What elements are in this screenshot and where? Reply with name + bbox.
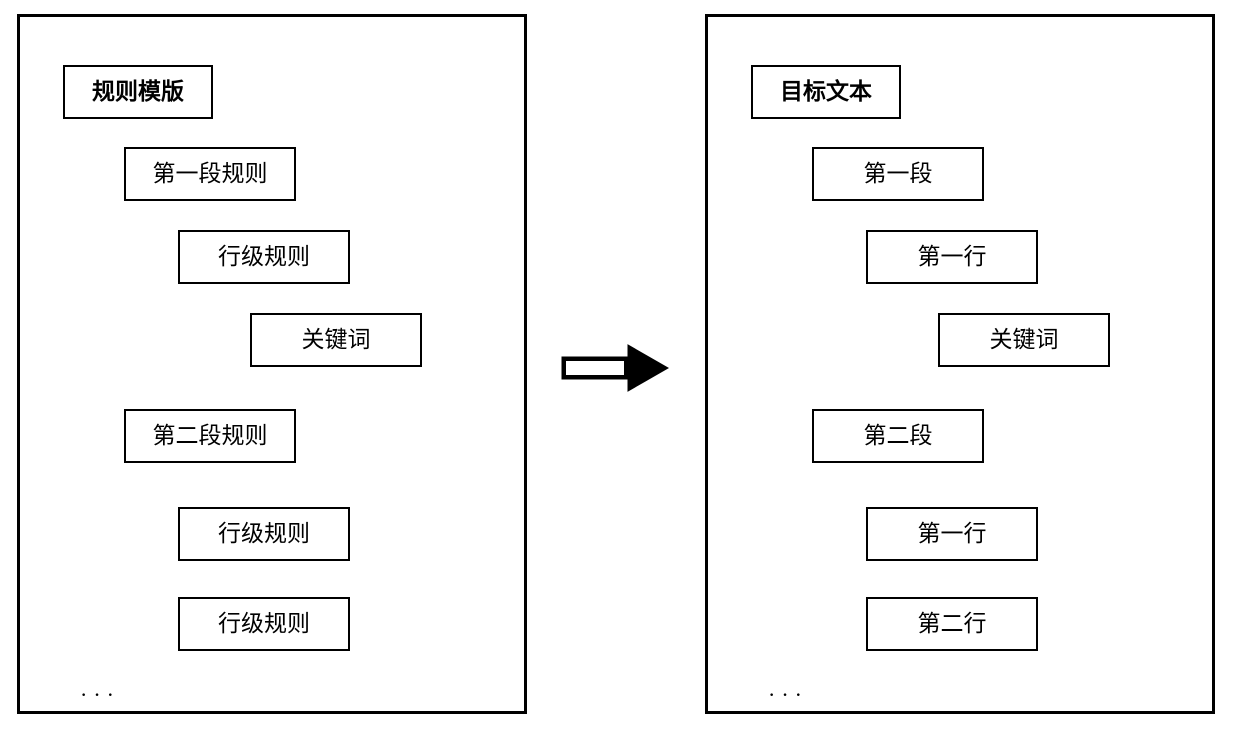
left-line1-node: 行级规则 — [178, 230, 350, 284]
right-line3-label: 第二行 — [918, 610, 987, 638]
left-line3-node: 行级规则 — [178, 597, 350, 651]
left-seg1-node: 第一段规则 — [124, 147, 296, 201]
left-root-node: 规则模版 — [63, 65, 213, 119]
left-line2-node: 行级规则 — [178, 507, 350, 561]
left-ellipsis-text: ··· — [80, 682, 120, 707]
right-seg2-node: 第二段 — [812, 409, 984, 463]
left-root-label: 规则模版 — [92, 78, 184, 106]
left-line2-label: 行级规则 — [218, 520, 310, 548]
right-line3-node: 第二行 — [866, 597, 1038, 651]
right-line1-node: 第一行 — [866, 230, 1038, 284]
left-line1-label: 行级规则 — [218, 243, 310, 271]
right-line2-node: 第一行 — [866, 507, 1038, 561]
right-root-label: 目标文本 — [780, 78, 872, 106]
right-ellipsis-text: ··· — [768, 682, 808, 707]
left-seg2-label: 第二段规则 — [153, 422, 268, 450]
right-line2-label: 第一行 — [918, 520, 987, 548]
right-panel: 目标文本 第一段 第一行 关键词 第二段 第一行 第二行 ··· — [705, 14, 1215, 714]
arrow-icon — [560, 343, 670, 393]
left-keyword-node: 关键词 — [250, 313, 422, 367]
left-ellipsis: ··· — [80, 682, 120, 708]
right-root-node: 目标文本 — [751, 65, 901, 119]
left-seg2-node: 第二段规则 — [124, 409, 296, 463]
right-ellipsis: ··· — [768, 682, 808, 708]
right-keyword-label: 关键词 — [990, 326, 1059, 354]
right-keyword-node: 关键词 — [938, 313, 1110, 367]
left-seg1-label: 第一段规则 — [153, 160, 268, 188]
left-keyword-label: 关键词 — [302, 326, 371, 354]
right-seg2-label: 第二段 — [864, 422, 933, 450]
right-seg1-label: 第一段 — [864, 160, 933, 188]
left-line3-label: 行级规则 — [218, 610, 310, 638]
right-seg1-node: 第一段 — [812, 147, 984, 201]
left-panel: 规则模版 第一段规则 行级规则 关键词 第二段规则 行级规则 行级规则 ··· — [17, 14, 527, 714]
right-line1-label: 第一行 — [918, 243, 987, 271]
